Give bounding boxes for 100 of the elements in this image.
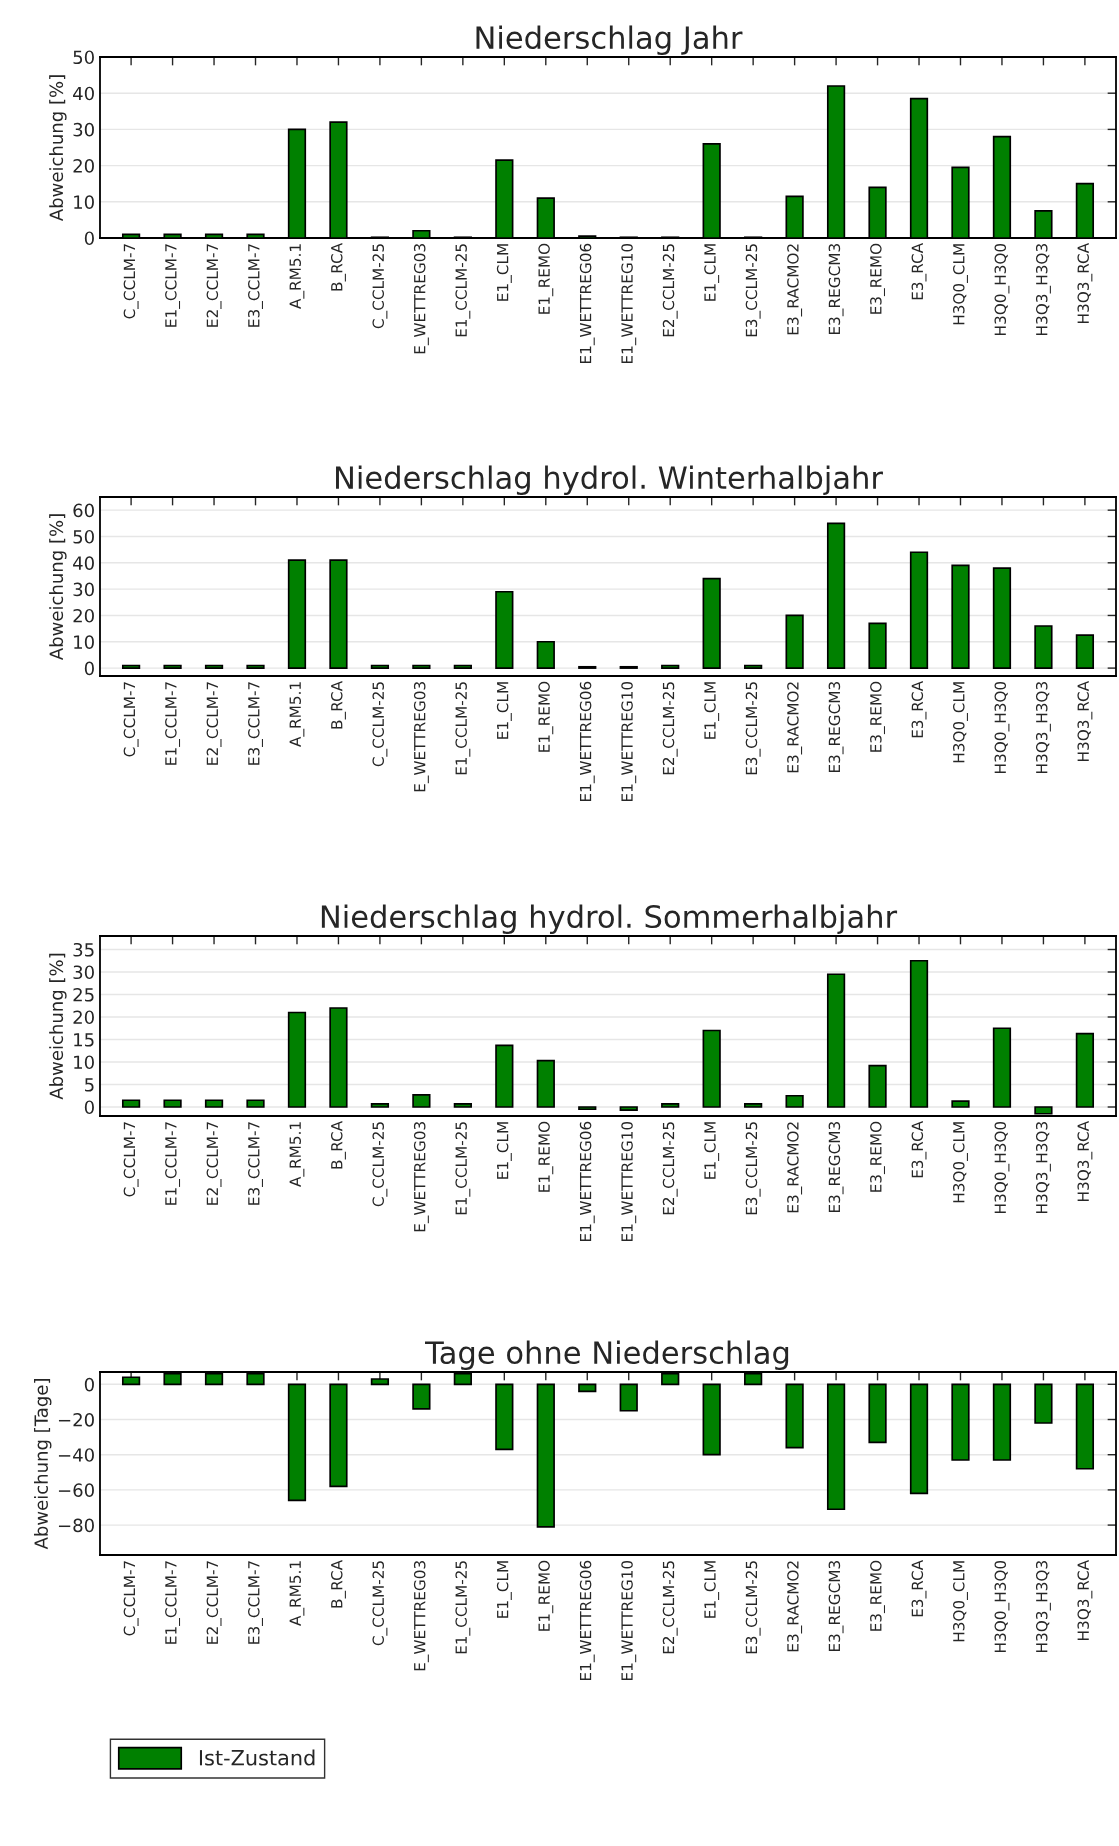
x-tick-label: E3_CCLM-7 (248, 244, 263, 327)
x-tick-label: E2_CCLM-7 (206, 682, 222, 765)
bar (578, 1383, 597, 1393)
bar (121, 664, 141, 669)
bar (619, 1383, 638, 1412)
bar (826, 973, 846, 1108)
bar (246, 664, 265, 669)
bar (1034, 625, 1053, 669)
x-tick-label: E1_CLM (496, 682, 512, 739)
x-tick-label: E3_RCA (911, 680, 927, 738)
y-tick-label: 15 (74, 1033, 94, 1047)
x-tick-label: E1_WETTREG06 (579, 1121, 595, 1242)
bar (536, 1383, 555, 1528)
x-tick-label: H3Q0_H3Q0 (994, 243, 1010, 335)
x-tick-label: E1_CLM (704, 1122, 720, 1179)
x-tick-label: E3_CCLM-25 (745, 244, 761, 337)
x-tick-label: E3_CCLM-7 (248, 1122, 263, 1205)
x-tick-label: E2_CCLM-7 (206, 244, 222, 327)
bar (329, 559, 348, 669)
y-tick-label: 40 (73, 86, 94, 101)
x-tick-label: C_CCLM-25 (372, 1122, 388, 1207)
x-tick-label: E3_RCA (911, 1559, 927, 1617)
x-tick-label: E3_CCLM-25 (745, 682, 761, 775)
x-tick-label: E3_RACMO2 (787, 1561, 803, 1652)
bar (1034, 1383, 1053, 1424)
x-tick-label: E3_CCLM-25 (745, 1122, 761, 1215)
x-tick-label: E1_CLM (496, 1122, 512, 1179)
x-tick-label: H3Q3_H3Q3 (1035, 1122, 1051, 1213)
bar (495, 590, 514, 669)
bar (661, 664, 680, 669)
bar (992, 567, 1012, 669)
y-tick-label: 50 (73, 50, 94, 65)
x-tick-label: E3_CCLM-7 (248, 682, 263, 765)
x-tick-label: C_CCLM-7 (123, 1122, 139, 1197)
y-tick-label: 30 (73, 582, 94, 597)
x-tick-label: E_WETTREG03 (413, 244, 429, 354)
bar (909, 551, 929, 669)
x-tick-label: E1_REMO (538, 681, 554, 752)
y-tick-label: 10 (74, 195, 94, 209)
bar (951, 1100, 970, 1108)
x-tick-label: E1_WETTREG10 (621, 1560, 637, 1681)
bar (329, 1007, 348, 1108)
bar (868, 1064, 887, 1108)
bar (702, 1383, 721, 1456)
x-tick-label: E3_CCLM-7 (248, 1561, 263, 1644)
bar (287, 1383, 307, 1502)
y-tick-label: 25 (73, 987, 94, 1002)
x-tick-label: E1_CCLM-7 (165, 682, 181, 765)
x-tick-label: C_CCLM-25 (372, 244, 388, 329)
x-tick-label: B_RCA (330, 1559, 346, 1608)
x-tick-label: H3Q3_RCA (1077, 680, 1093, 761)
bar (412, 1383, 431, 1410)
bar (453, 1103, 472, 1108)
bar (536, 1059, 555, 1108)
bar (204, 1099, 224, 1108)
bar (495, 1044, 514, 1108)
x-tick-label: H3Q0_H3Q0 (994, 1560, 1010, 1652)
bar (744, 1103, 763, 1108)
x-tick-label: H3Q0_CLM (953, 1561, 968, 1642)
x-tick-label: E3_REMO (870, 1560, 886, 1631)
x-tick-label: E1_CLM (704, 244, 720, 301)
x-tick-label: H3Q0_CLM (953, 244, 968, 325)
y-tick-label: −60 (58, 1483, 94, 1498)
x-tick-label: C_CCLM-25 (372, 682, 388, 767)
x-tick-label: E2_CCLM-25 (662, 1122, 678, 1215)
y-tick-label: 30 (73, 965, 94, 980)
y-tick-label: 10 (74, 1055, 94, 1070)
y-tick-label: −20 (58, 1412, 94, 1427)
bar (287, 1011, 307, 1108)
x-tick-label: E1_CCLM-25 (455, 1561, 471, 1654)
x-tick-label: H3Q0_CLM (953, 682, 968, 763)
x-tick-label: E1_REMO (538, 1560, 554, 1631)
bar (163, 1099, 182, 1108)
y-tick-label: 20 (73, 1010, 94, 1025)
x-tick-label: A_RM5.1 (289, 682, 305, 747)
bar (163, 664, 182, 669)
x-tick-label: A_RM5.1 (289, 1561, 305, 1626)
y-axis-title: Abweichung [%] (49, 75, 67, 222)
x-tick-label: E1_CCLM-7 (165, 1122, 181, 1205)
bar (287, 559, 307, 669)
x-tick-label: E3_RCA (911, 242, 927, 300)
bar (909, 959, 929, 1108)
bar (370, 664, 390, 669)
y-axis-title: Abweichung [%] (49, 514, 67, 661)
x-tick-label: H3Q3_RCA (1077, 242, 1093, 323)
bar (370, 1103, 390, 1108)
x-tick-label: E3_REMO (870, 243, 886, 314)
bar (204, 664, 224, 669)
x-tick-label: C_CCLM-7 (123, 244, 139, 319)
bar (370, 1378, 390, 1386)
x-tick-label: E3_RCA (911, 1120, 927, 1178)
y-axis-title: Abweichung [%] (49, 953, 67, 1100)
x-tick-label: B_RCA (330, 242, 346, 291)
bar (1075, 1383, 1095, 1470)
x-tick-label: E1_WETTREG06 (579, 243, 595, 364)
y-tick-label: 50 (73, 529, 94, 544)
y-tick-label: 40 (73, 556, 94, 570)
chart-title: Niederschlag hydrol. Sommerhalbjahr (321, 904, 898, 935)
bar (121, 1099, 141, 1108)
x-tick-label: E_WETTREG03 (413, 1561, 429, 1671)
